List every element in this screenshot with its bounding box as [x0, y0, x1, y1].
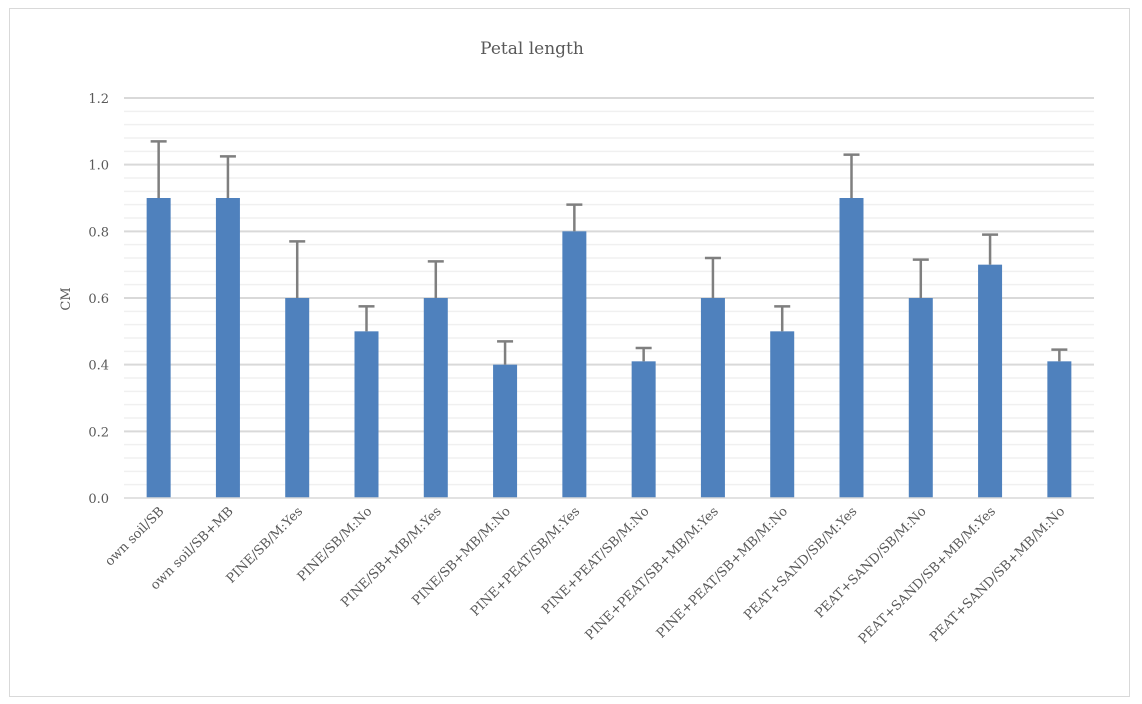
y-tick-label: 1.0: [88, 159, 109, 174]
error-bar: [358, 305, 375, 332]
y-tick-label: 0.6: [88, 292, 109, 307]
bar: [978, 264, 1003, 498]
x-category-label: PINE/SB/M:No: [295, 504, 376, 585]
bar: [354, 331, 379, 498]
y-axis-ticks: 0.0 0.2 0.4 0.6 0.8 1.0 1.2: [88, 92, 109, 507]
major-gridlines: [124, 97, 1094, 433]
error-bar: [774, 305, 791, 332]
bar: [908, 298, 933, 498]
bar: [770, 331, 795, 498]
x-category-label: PEAT+SAND/SB/M:Yes: [741, 504, 860, 623]
bar: [423, 298, 448, 498]
error-bar: [289, 240, 306, 298]
x-category-label: PEAT+SAND/SB+MB/M:No: [927, 504, 1068, 645]
error-bar: [427, 260, 444, 298]
error-bar: [219, 155, 236, 198]
bars: [146, 198, 1072, 499]
bar: [285, 298, 310, 498]
bar: [215, 198, 240, 498]
error-bars: [150, 140, 1068, 365]
error-bar: [150, 140, 167, 198]
error-bar: [704, 256, 721, 298]
x-category-label: PINE+PEAT/SB+MB/M:Yes: [583, 504, 722, 643]
y-tick-label: 0.4: [88, 359, 109, 374]
y-tick-label: 1.2: [88, 92, 109, 107]
x-category-label: PEAT+SAND/SB+MB/M:Yes: [856, 504, 999, 647]
error-bar: [497, 340, 514, 365]
bar: [700, 298, 725, 498]
y-tick-label: 0.2: [88, 425, 109, 440]
y-axis-label: CM: [59, 287, 74, 310]
error-bar: [566, 203, 583, 232]
error-bar: [1051, 348, 1068, 362]
x-category-label: PEAT+SAND/SB/M:No: [812, 504, 929, 621]
chart-title: Petal length: [480, 39, 584, 59]
bar: [1047, 361, 1072, 498]
error-bar: [635, 346, 652, 362]
bar: [493, 364, 518, 498]
bar: [562, 231, 587, 499]
bar: [631, 361, 656, 498]
x-category-label: PINE+PEAT/SB+MB/M:No: [654, 504, 791, 641]
bar: [839, 198, 864, 498]
y-tick-label: 0.8: [88, 225, 109, 240]
x-category-label: own soil/SB: [102, 504, 167, 569]
y-tick-label: 0.0: [88, 492, 109, 507]
error-bar: [843, 153, 860, 198]
error-bar: [912, 258, 929, 298]
bar: [146, 198, 171, 498]
error-bar: [982, 233, 999, 265]
